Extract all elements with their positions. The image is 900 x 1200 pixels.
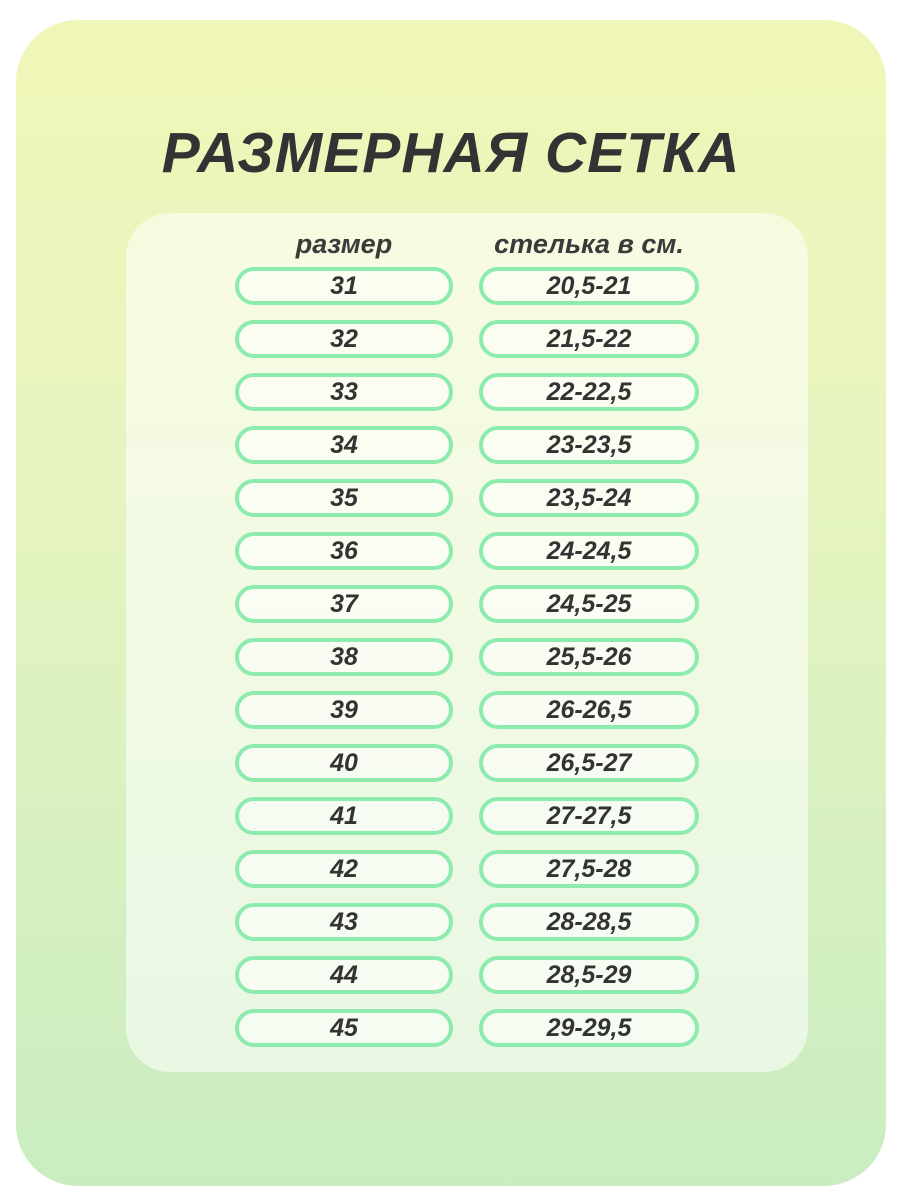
size-cell: 44 — [235, 956, 453, 994]
insole-cell: 28,5-29 — [479, 956, 699, 994]
size-table-rows: 31 20,5-21 32 21,5-22 33 22-22,5 34 23-23,5 35 23… — [126, 267, 808, 1047]
size-cell: 32 — [235, 320, 453, 358]
size-cell: 33 — [235, 373, 453, 411]
table-row: 33 22-22,5 — [126, 373, 808, 411]
table-row: 40 26,5-27 — [126, 744, 808, 782]
size-table-panel: размер стелька в см. 31 20,5-21 32 21,5-22 3… — [126, 213, 808, 1072]
size-cell: 35 — [235, 479, 453, 517]
insole-cell: 29-29,5 — [479, 1009, 699, 1047]
table-header-row: размер стелька в см. — [126, 227, 808, 261]
insole-cell: 21,5-22 — [479, 320, 699, 358]
insole-cell: 28-28,5 — [479, 903, 699, 941]
table-row: 36 24-24,5 — [126, 532, 808, 570]
column-header-size: размер — [295, 229, 393, 259]
table-row: 34 23-23,5 — [126, 426, 808, 464]
size-cell: 38 — [235, 638, 453, 676]
size-cell: 39 — [235, 691, 453, 729]
insole-cell: 25,5-26 — [479, 638, 699, 676]
table-row: 41 27-27,5 — [126, 797, 808, 835]
table-row: 38 25,5-26 — [126, 638, 808, 676]
size-cell: 31 — [235, 267, 453, 305]
insole-cell: 20,5-21 — [479, 267, 699, 305]
table-row: 37 24,5-25 — [126, 585, 808, 623]
table-row: 39 26-26,5 — [126, 691, 808, 729]
table-row: 31 20,5-21 — [126, 267, 808, 305]
size-cell: 37 — [235, 585, 453, 623]
table-row: 35 23,5-24 — [126, 479, 808, 517]
insole-cell: 27-27,5 — [479, 797, 699, 835]
insole-cell: 24-24,5 — [479, 532, 699, 570]
column-header-insole: стелька в см. — [494, 229, 684, 259]
size-cell: 42 — [235, 850, 453, 888]
table-row: 32 21,5-22 — [126, 320, 808, 358]
insole-cell: 23-23,5 — [479, 426, 699, 464]
insole-cell: 26-26,5 — [479, 691, 699, 729]
size-cell: 36 — [235, 532, 453, 570]
table-row: 44 28,5-29 — [126, 956, 808, 994]
insole-cell: 26,5-27 — [479, 744, 699, 782]
size-cell: 45 — [235, 1009, 453, 1047]
table-row: 43 28-28,5 — [126, 903, 808, 941]
insole-cell: 23,5-24 — [479, 479, 699, 517]
insole-cell: 24,5-25 — [479, 585, 699, 623]
size-cell: 43 — [235, 903, 453, 941]
gradient-card: РАЗМЕРНАЯ СЕТКА размер стелька в см. 31 2… — [16, 20, 886, 1186]
size-cell: 41 — [235, 797, 453, 835]
insole-cell: 27,5-28 — [479, 850, 699, 888]
size-cell: 34 — [235, 426, 453, 464]
insole-cell: 22-22,5 — [479, 373, 699, 411]
page-title: РАЗМЕРНАЯ СЕТКА — [161, 121, 741, 185]
table-row: 42 27,5-28 — [126, 850, 808, 888]
size-cell: 40 — [235, 744, 453, 782]
table-row: 45 29-29,5 — [126, 1009, 808, 1047]
